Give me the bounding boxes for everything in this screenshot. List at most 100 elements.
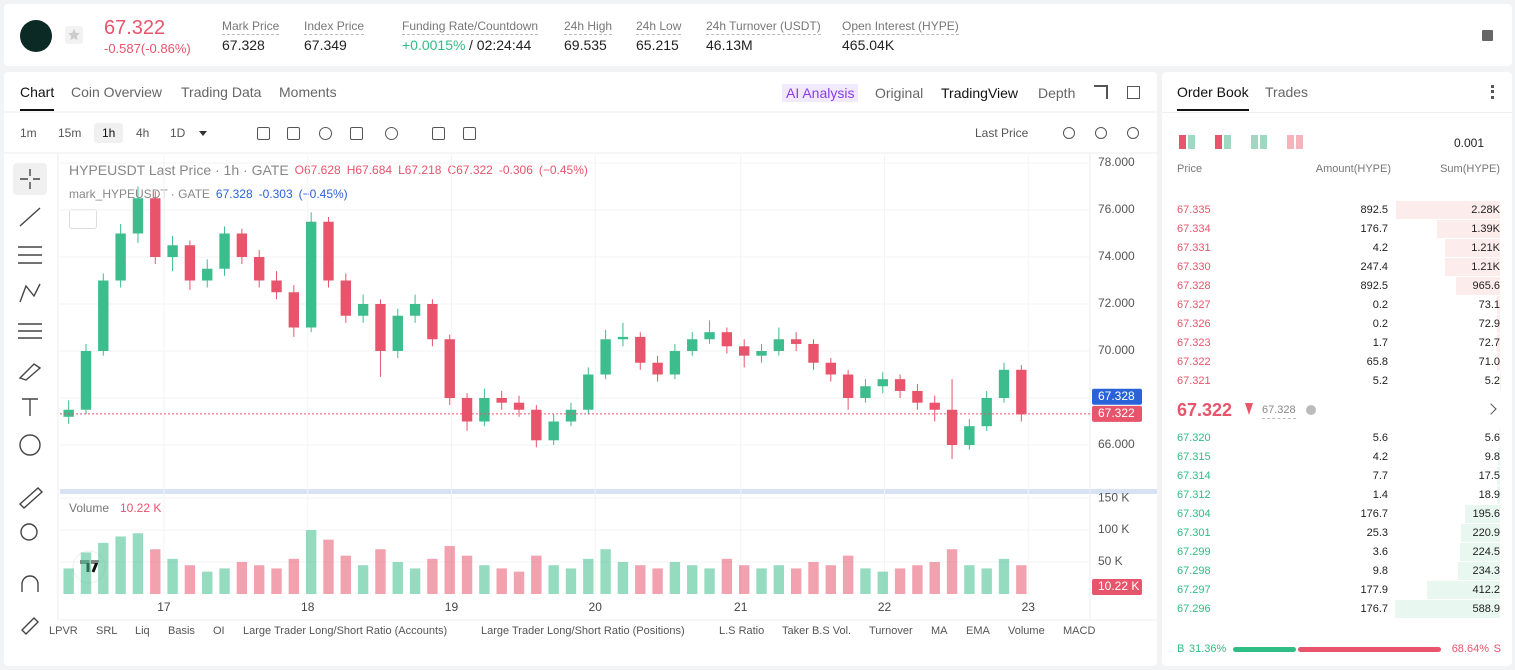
- ask-amount: 176.7: [1360, 223, 1388, 235]
- ask-sum: 72.7: [1478, 337, 1500, 349]
- toolbar-icon[interactable]: [432, 127, 445, 140]
- interval[interactable]: 4h: [136, 126, 150, 140]
- toolbar-icon[interactable]: [385, 127, 398, 140]
- ask-amount: 892.5: [1360, 280, 1388, 292]
- depth-bar: [1396, 201, 1500, 219]
- toolbar-icon[interactable]: [1063, 127, 1075, 139]
- y-tick-label: 76.000: [1098, 202, 1135, 216]
- toolbar-icon[interactable]: [257, 127, 270, 140]
- indicator[interactable]: SRL: [96, 625, 118, 637]
- indicator[interactable]: MA: [931, 625, 948, 637]
- toolbar-icon[interactable]: [463, 127, 476, 140]
- indicator[interactable]: Large Trader Long/Short Ratio (Positions…: [481, 625, 685, 637]
- chart-tab[interactable]: Moments: [279, 84, 337, 100]
- interval-dropdown[interactable]: [199, 131, 207, 136]
- settings-icon[interactable]: [1480, 28, 1496, 44]
- chart-tab[interactable]: Trading Data: [181, 84, 262, 100]
- book-view-icon[interactable]: [1179, 135, 1195, 149]
- bid-price: 67.312: [1177, 489, 1211, 501]
- view-tab[interactable]: Depth: [1038, 85, 1076, 101]
- fib-tool[interactable]: [18, 323, 42, 339]
- interval[interactable]: 15m: [58, 126, 82, 140]
- volume-bar: [254, 565, 265, 594]
- legend-title: HYPEUSDT Last Price · 1h · GATE: [69, 162, 289, 178]
- bid-amount: 7.7: [1372, 470, 1388, 482]
- view-tab[interactable]: AI Analysis: [782, 84, 859, 102]
- pattern-tool[interactable]: [19, 283, 41, 303]
- toolbar-icon[interactable]: [1095, 127, 1107, 139]
- info-icon: [1306, 405, 1316, 415]
- magnet-tool[interactable]: [21, 575, 39, 592]
- indicator[interactable]: OI: [213, 625, 225, 637]
- legend-ohlc: -0.306: [498, 163, 533, 177]
- price-tag-label: 67.322: [1098, 406, 1135, 420]
- candle-body: [548, 421, 559, 441]
- indicator[interactable]: MACD: [1063, 625, 1096, 637]
- indicator[interactable]: EMA: [966, 625, 990, 637]
- toolbar-icon[interactable]: [319, 127, 332, 140]
- text-tool[interactable]: [22, 398, 38, 416]
- line-tool[interactable]: [19, 207, 41, 227]
- ask-amount: 5.2: [1372, 375, 1388, 387]
- volume-tag-label: 10.22 K: [1098, 579, 1139, 593]
- zoom-tool[interactable]: [20, 523, 38, 541]
- volume-bar: [704, 568, 715, 594]
- book-view-icon[interactable]: [1287, 135, 1303, 149]
- volume-bar: [842, 555, 854, 594]
- tool-selected[interactable]: [13, 163, 47, 195]
- depth-bar: [1496, 467, 1500, 485]
- depth-bar: [1499, 429, 1500, 447]
- stat-value: 67.328: [222, 37, 265, 53]
- indicator[interactable]: Turnover: [869, 625, 913, 637]
- toolbar-icon[interactable]: [287, 127, 300, 140]
- indicator[interactable]: Taker B.S Vol.: [782, 625, 852, 637]
- edit-tool[interactable]: [21, 617, 39, 635]
- x-tick-label: 20: [589, 600, 603, 614]
- toolbar-icon[interactable]: [1127, 127, 1139, 139]
- interval[interactable]: 1D: [170, 126, 186, 140]
- y-tick-label: 66.000: [1098, 437, 1135, 451]
- brush-tool[interactable]: [18, 363, 42, 381]
- book-view-icon[interactable]: [1251, 135, 1267, 149]
- depth-bar: [1395, 600, 1500, 618]
- bid-sum: 220.9: [1472, 527, 1500, 539]
- channel-tool[interactable]: [18, 246, 42, 264]
- candle-body: [479, 397, 490, 422]
- favorite-star[interactable]: [65, 26, 83, 44]
- crosshair-tool[interactable]: [20, 169, 40, 189]
- indicator[interactable]: Basis: [168, 625, 195, 637]
- window-icon[interactable]: [1127, 86, 1140, 99]
- price-source[interactable]: Last Price: [975, 126, 1029, 140]
- toolbar-icon[interactable]: [350, 127, 363, 140]
- ask-price: 67.330: [1177, 261, 1211, 273]
- volume-bar: [392, 562, 403, 594]
- x-tick-label: 18: [301, 600, 315, 614]
- chart-tab[interactable]: Chart: [20, 84, 55, 100]
- indicator[interactable]: LPVR: [49, 625, 78, 637]
- indicator[interactable]: Liq: [135, 625, 150, 637]
- view-tab[interactable]: Original: [875, 85, 924, 101]
- interval[interactable]: 1h: [94, 123, 124, 143]
- indicator[interactable]: Volume: [1008, 625, 1045, 637]
- chart-tab[interactable]: Coin Overview: [71, 84, 163, 100]
- interval[interactable]: 1m: [20, 126, 37, 140]
- emoji-tool[interactable]: [19, 434, 41, 456]
- book-view-icon[interactable]: [1215, 135, 1231, 149]
- depth-bar: [1496, 315, 1500, 333]
- volume-bar: [496, 568, 507, 594]
- bid-amount: 9.8: [1372, 565, 1388, 577]
- volume-bar: [635, 565, 646, 594]
- precision[interactable]: 0.001: [1454, 136, 1485, 150]
- candle-body: [756, 350, 767, 356]
- indicator[interactable]: Large Trader Long/Short Ratio (Accounts): [243, 625, 448, 637]
- more-icon[interactable]: [1491, 85, 1497, 99]
- view-tab[interactable]: TradingView: [941, 85, 1019, 101]
- ruler-tool[interactable]: [18, 487, 44, 509]
- indicator[interactable]: L.S Ratio: [719, 625, 765, 637]
- candle-body: [739, 346, 750, 356]
- x-tick-label: 21: [734, 600, 748, 614]
- stat-value: 46.13M: [706, 37, 753, 53]
- order-book-tab[interactable]: Order Book: [1177, 84, 1249, 100]
- expand-icon[interactable]: [1094, 85, 1108, 99]
- order-book-tab[interactable]: Trades: [1265, 84, 1309, 100]
